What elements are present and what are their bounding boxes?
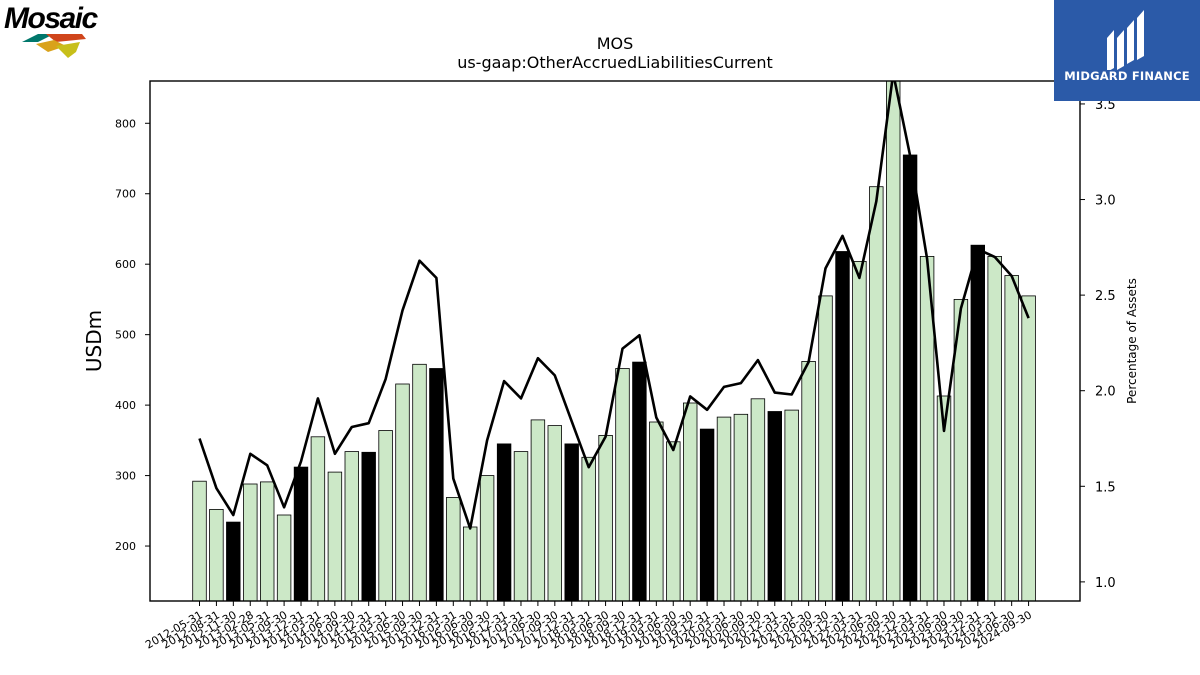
bar-2021-03-31 [784, 409, 799, 601]
bar-2021-09-30 [818, 295, 833, 601]
line-series [198, 81, 1030, 530]
y-tick-label: 600 [115, 258, 136, 271]
bar-2024-03-31 [987, 255, 1002, 601]
mosaic-logo-tiles [22, 34, 86, 58]
bar-2014-09-30 [344, 451, 360, 601]
y-tick-label: 200 [115, 540, 136, 553]
bar-2017-09-30 [547, 425, 563, 601]
bar-2014-06-30 [327, 471, 343, 601]
y2-tick-label: 3.0 [1095, 194, 1116, 209]
bar-2022-06-30 [869, 186, 884, 601]
bar-2012-08-31 [209, 508, 224, 601]
midgard-logo-text: MIDGARD FINANCE [1064, 69, 1190, 83]
bar-2020-09-30 [750, 398, 766, 601]
bar-2024-06-30 [1004, 275, 1019, 601]
y2-tick-label: 1.0 [1095, 576, 1116, 591]
bar-2013-09-30 [276, 514, 292, 601]
bar-2015-09-30 [412, 363, 427, 601]
bar-2013-12-31 [293, 466, 309, 601]
chart-title: MOS [597, 34, 634, 53]
bar-2018-12-31 [632, 361, 647, 601]
y2-tick-label: 2.5 [1095, 289, 1116, 304]
bar-2017-12-31 [564, 443, 579, 601]
y-tick-label: 800 [115, 117, 136, 130]
bar-2020-12-31 [767, 411, 783, 601]
plot-frame [149, 80, 1081, 602]
bar-2013-02-28 [243, 483, 258, 601]
bar-2021-12-31 [835, 251, 850, 601]
bar-2015-06-30 [395, 383, 410, 601]
bar-2023-12-31 [970, 244, 986, 601]
bar-2012-11-30 [226, 521, 241, 601]
chart-subtitle: us-gaap:OtherAccruedLiabilitiesCurrent [457, 53, 773, 72]
y2-tick-label: 3.5 [1095, 98, 1116, 113]
bar-2020-06-30 [733, 413, 749, 601]
bar-2013-05-31 [259, 481, 275, 601]
bar-2016-12-31 [496, 443, 512, 601]
bar-2019-12-31 [699, 428, 715, 601]
y2-tick-label: 2.0 [1095, 385, 1116, 400]
percentage-of-assets-line [198, 81, 1030, 530]
y-tick-label: 700 [115, 188, 136, 201]
bar-2019-03-31 [649, 421, 664, 601]
mosaic-logo-text: Mosaic [4, 2, 98, 35]
bar-2022-12-31 [902, 154, 918, 601]
bar-2017-03-31 [513, 451, 529, 601]
bar-2016-06-30 [462, 526, 478, 601]
bar-2016-09-30 [479, 475, 495, 601]
axes [145, 80, 1085, 606]
bar-2019-06-30 [666, 441, 681, 601]
y-tick-label: 300 [115, 470, 136, 483]
y2-tick-label: 1.5 [1095, 480, 1116, 495]
bar-2016-03-31 [446, 496, 461, 601]
bar-series [192, 81, 1036, 601]
bar-2014-03-31 [310, 436, 326, 601]
bar-2022-03-31 [852, 260, 867, 601]
y-tick-label: 400 [115, 399, 136, 412]
midgard-finance-logo: MIDGARD FINANCE [1054, 0, 1200, 101]
bar-2015-03-31 [378, 430, 393, 601]
bar-2021-06-30 [801, 360, 816, 601]
bar-2014-12-31 [361, 451, 376, 601]
bar-2018-09-30 [615, 368, 630, 601]
midgard-logo-icon [1107, 10, 1144, 70]
bar-2022-09-30 [886, 81, 901, 601]
y2-axis-label: Percentage of Assets [1125, 278, 1139, 404]
bar-2023-09-30 [953, 298, 969, 601]
bar-2017-06-30 [530, 419, 546, 601]
bar-2018-06-30 [598, 434, 613, 601]
bar-2018-03-31 [581, 456, 596, 601]
y-tick-label: 500 [115, 329, 136, 342]
bar-2012-05-31 [192, 480, 207, 601]
bar-2020-03-31 [716, 416, 732, 601]
bar-2015-12-31 [429, 368, 444, 601]
bar-2019-09-30 [683, 402, 698, 601]
mosaic-logo: Mosaic [4, 2, 134, 62]
bar-2024-09-30 [1021, 295, 1036, 601]
y-axis-label: USDm [82, 310, 106, 372]
bar-2023-06-30 [936, 395, 952, 601]
